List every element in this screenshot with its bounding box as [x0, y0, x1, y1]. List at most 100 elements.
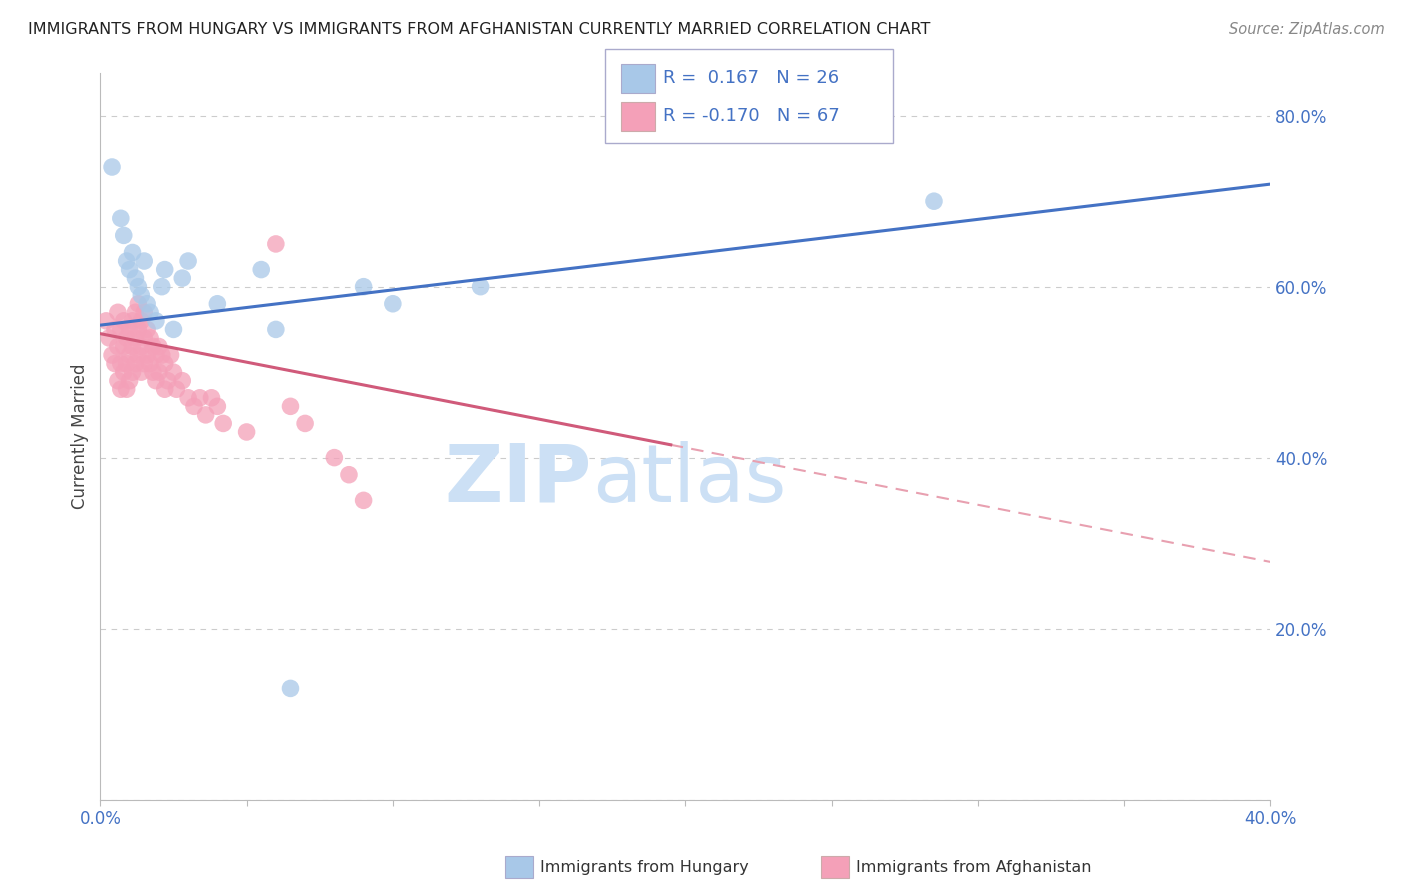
Point: [98, 331, 121, 345]
Point: [145, 374, 167, 388]
Point: [118, 262, 141, 277]
Point: [127, 348, 149, 362]
Point: [112, 314, 135, 328]
Point: [115, 331, 138, 345]
Point: [139, 331, 162, 345]
Point: [142, 365, 165, 379]
Point: [121, 245, 143, 260]
Point: [136, 348, 159, 362]
Point: [153, 262, 176, 277]
Point: [470, 279, 492, 293]
Point: [172, 374, 194, 388]
Point: [280, 681, 302, 696]
Point: [118, 374, 141, 388]
Point: [110, 322, 132, 336]
Point: [150, 348, 173, 362]
Point: [110, 211, 132, 226]
Point: [115, 254, 138, 268]
Point: [139, 305, 162, 319]
Point: [159, 348, 181, 362]
Point: [188, 391, 211, 405]
Point: [115, 382, 138, 396]
Point: [235, 425, 257, 439]
Point: [134, 305, 156, 319]
Point: [127, 322, 149, 336]
Point: [337, 467, 360, 482]
Point: [118, 322, 141, 336]
Point: [127, 279, 149, 293]
Point: [124, 271, 146, 285]
Point: [134, 331, 156, 345]
Point: [177, 391, 200, 405]
Point: [121, 339, 143, 353]
Point: [145, 314, 167, 328]
Point: [207, 400, 229, 414]
Point: [112, 228, 135, 243]
Point: [136, 322, 159, 336]
Point: [353, 279, 375, 293]
Text: Source: ZipAtlas.com: Source: ZipAtlas.com: [1229, 22, 1385, 37]
Point: [922, 194, 945, 209]
Point: [353, 493, 375, 508]
Y-axis label: Currently Married: Currently Married: [72, 364, 89, 509]
Point: [183, 400, 205, 414]
Point: [115, 357, 138, 371]
Point: [250, 262, 273, 277]
Point: [124, 305, 146, 319]
Point: [212, 417, 235, 431]
Point: [129, 365, 152, 379]
Text: Immigrants from Afghanistan: Immigrants from Afghanistan: [856, 860, 1091, 874]
Point: [280, 400, 302, 414]
Point: [96, 314, 118, 328]
Point: [264, 322, 287, 336]
Point: [148, 339, 170, 353]
Point: [139, 357, 162, 371]
Point: [110, 357, 132, 371]
Point: [153, 382, 176, 396]
Point: [162, 322, 184, 336]
Point: [323, 450, 346, 465]
Point: [150, 279, 173, 293]
Text: R = -0.170   N = 67: R = -0.170 N = 67: [662, 107, 839, 126]
Point: [110, 382, 132, 396]
Point: [194, 408, 217, 422]
Point: [294, 417, 316, 431]
Point: [107, 374, 129, 388]
Point: [101, 160, 124, 174]
Point: [145, 348, 167, 362]
Point: [118, 348, 141, 362]
Point: [156, 374, 179, 388]
Point: [107, 305, 129, 319]
Point: [129, 314, 152, 328]
Point: [142, 339, 165, 353]
Point: [172, 271, 194, 285]
Point: [207, 297, 229, 311]
Text: ZIP: ZIP: [444, 441, 592, 519]
Point: [121, 365, 143, 379]
Point: [107, 339, 129, 353]
Point: [112, 365, 135, 379]
Point: [177, 254, 200, 268]
Point: [162, 365, 184, 379]
Point: [165, 382, 187, 396]
Point: [153, 357, 176, 371]
Point: [264, 236, 287, 251]
Point: [148, 365, 170, 379]
Text: Immigrants from Hungary: Immigrants from Hungary: [540, 860, 748, 874]
Point: [124, 357, 146, 371]
Point: [124, 331, 146, 345]
Text: atlas: atlas: [592, 441, 786, 519]
Point: [134, 357, 156, 371]
Point: [104, 322, 127, 336]
Point: [134, 254, 156, 268]
Point: [127, 297, 149, 311]
Point: [381, 297, 404, 311]
Point: [101, 348, 124, 362]
Point: [121, 314, 143, 328]
Text: R =  0.167   N = 26: R = 0.167 N = 26: [662, 70, 839, 87]
Point: [104, 357, 127, 371]
Point: [112, 339, 135, 353]
Point: [200, 391, 222, 405]
Point: [136, 297, 159, 311]
Point: [129, 288, 152, 302]
